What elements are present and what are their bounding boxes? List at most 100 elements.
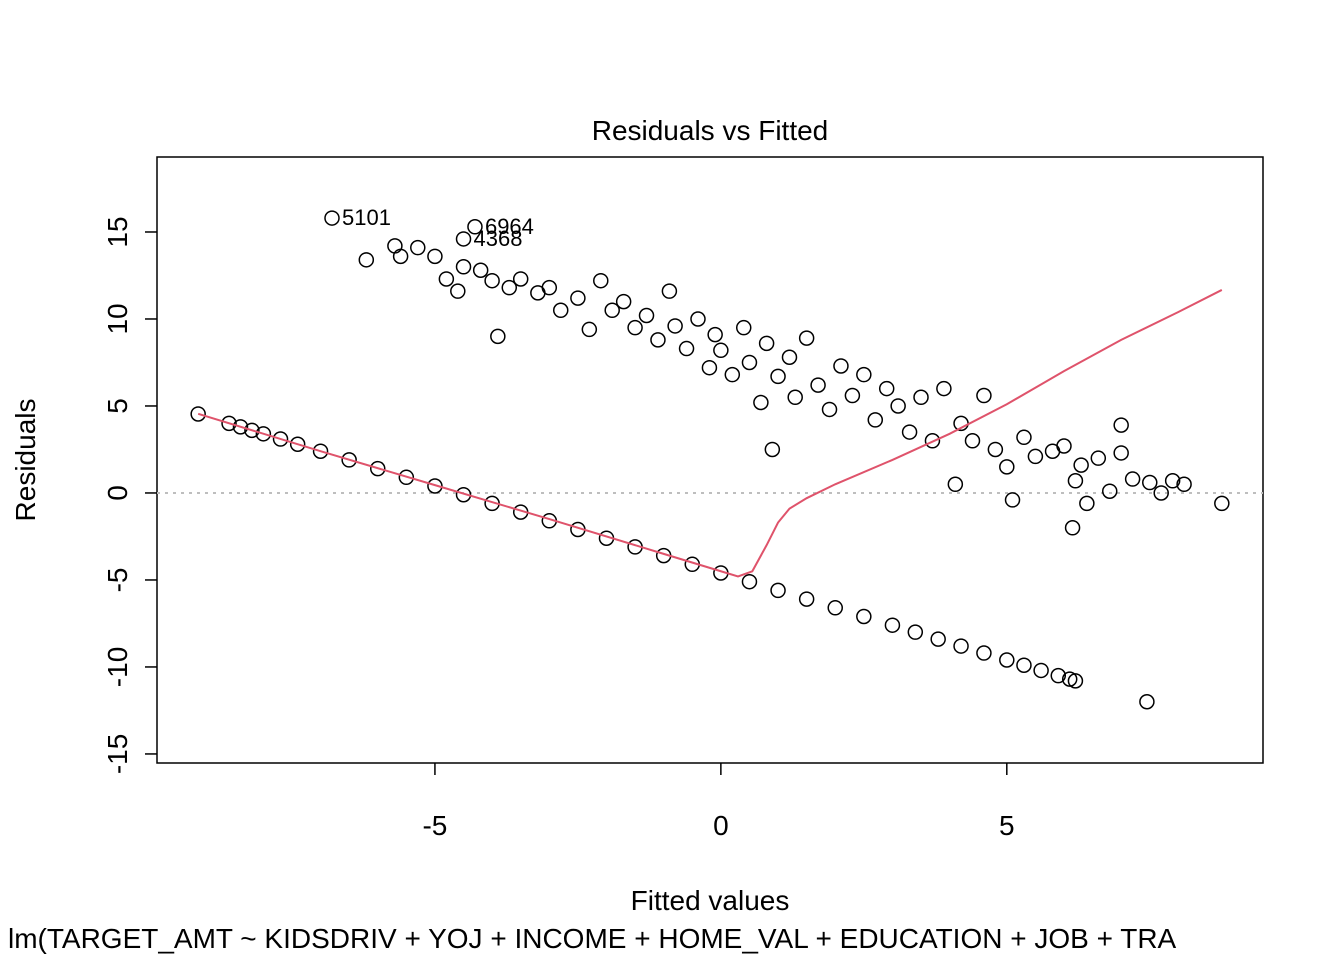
point bbox=[1113, 417, 1129, 433]
point bbox=[1050, 667, 1067, 684]
point bbox=[798, 591, 815, 607]
point bbox=[1101, 483, 1118, 499]
point bbox=[901, 424, 918, 440]
point bbox=[987, 441, 1004, 458]
chart-title: Residuals vs Fitted bbox=[592, 115, 829, 146]
point bbox=[964, 433, 981, 449]
point bbox=[1027, 448, 1044, 465]
point bbox=[593, 272, 609, 289]
point bbox=[638, 307, 655, 324]
point bbox=[501, 279, 518, 296]
point bbox=[690, 311, 706, 327]
point bbox=[1016, 429, 1032, 446]
point bbox=[999, 652, 1015, 668]
point bbox=[1079, 495, 1095, 512]
point bbox=[930, 631, 946, 647]
smooth-line bbox=[197, 289, 1223, 578]
point bbox=[924, 433, 941, 449]
y-tick-label: 0 bbox=[102, 485, 133, 501]
point bbox=[581, 321, 598, 338]
point bbox=[289, 436, 306, 453]
point bbox=[1214, 495, 1230, 512]
point bbox=[410, 239, 426, 256]
point bbox=[1064, 520, 1081, 536]
point bbox=[976, 387, 992, 404]
point bbox=[678, 340, 695, 357]
plot-frame bbox=[156, 156, 1264, 764]
point bbox=[1061, 671, 1078, 687]
point bbox=[512, 271, 529, 287]
point bbox=[890, 398, 906, 414]
point bbox=[650, 332, 666, 348]
point bbox=[999, 459, 1015, 475]
point bbox=[1067, 473, 1084, 489]
point bbox=[255, 426, 272, 442]
point bbox=[810, 377, 826, 393]
point bbox=[1004, 492, 1021, 508]
point bbox=[753, 394, 769, 411]
point bbox=[821, 401, 838, 418]
point bbox=[604, 302, 620, 319]
point bbox=[450, 283, 466, 299]
point bbox=[472, 262, 489, 279]
point bbox=[770, 368, 786, 385]
labeled-point bbox=[324, 210, 340, 226]
y-tick-label: 10 bbox=[102, 303, 133, 334]
x-axis-label: Fitted values bbox=[631, 885, 790, 916]
point bbox=[701, 359, 718, 376]
point bbox=[570, 290, 586, 306]
point bbox=[661, 283, 678, 299]
point bbox=[781, 349, 798, 366]
x-tick-label: 5 bbox=[999, 810, 1015, 841]
point bbox=[741, 573, 758, 590]
y-axis-label: Residuals bbox=[10, 399, 41, 522]
point bbox=[1016, 657, 1032, 673]
point bbox=[387, 238, 403, 254]
point bbox=[1067, 673, 1084, 689]
point bbox=[1142, 474, 1158, 491]
point bbox=[856, 608, 872, 625]
point bbox=[484, 272, 500, 289]
point-label: 4368 bbox=[474, 226, 523, 251]
point bbox=[713, 342, 729, 359]
point bbox=[392, 248, 409, 265]
point bbox=[369, 460, 386, 477]
point bbox=[827, 600, 843, 616]
point bbox=[976, 645, 992, 661]
point bbox=[953, 638, 969, 654]
point bbox=[724, 366, 741, 383]
point bbox=[312, 443, 329, 459]
point bbox=[741, 354, 758, 371]
point bbox=[936, 380, 952, 397]
point bbox=[1176, 476, 1192, 493]
point bbox=[867, 412, 884, 428]
point bbox=[770, 582, 786, 599]
y-tick-label: 15 bbox=[102, 216, 133, 247]
point bbox=[913, 389, 929, 406]
point bbox=[1056, 438, 1072, 454]
point bbox=[878, 380, 895, 397]
point bbox=[358, 252, 375, 268]
point bbox=[427, 248, 443, 265]
point bbox=[884, 617, 901, 633]
point bbox=[1073, 457, 1089, 473]
point bbox=[490, 328, 506, 345]
point bbox=[735, 319, 752, 336]
point bbox=[1139, 694, 1155, 710]
point bbox=[1090, 450, 1107, 466]
point bbox=[232, 419, 249, 435]
y-tick-label: -10 bbox=[102, 647, 133, 687]
point bbox=[907, 624, 924, 640]
point bbox=[427, 478, 443, 494]
point-label: 5101 bbox=[342, 205, 391, 230]
point bbox=[1124, 471, 1141, 487]
point bbox=[541, 279, 558, 296]
point-label: 6964 bbox=[485, 214, 534, 239]
point bbox=[221, 415, 237, 432]
point bbox=[1153, 485, 1169, 501]
point bbox=[455, 259, 472, 275]
point bbox=[1164, 473, 1181, 489]
point bbox=[856, 366, 872, 383]
